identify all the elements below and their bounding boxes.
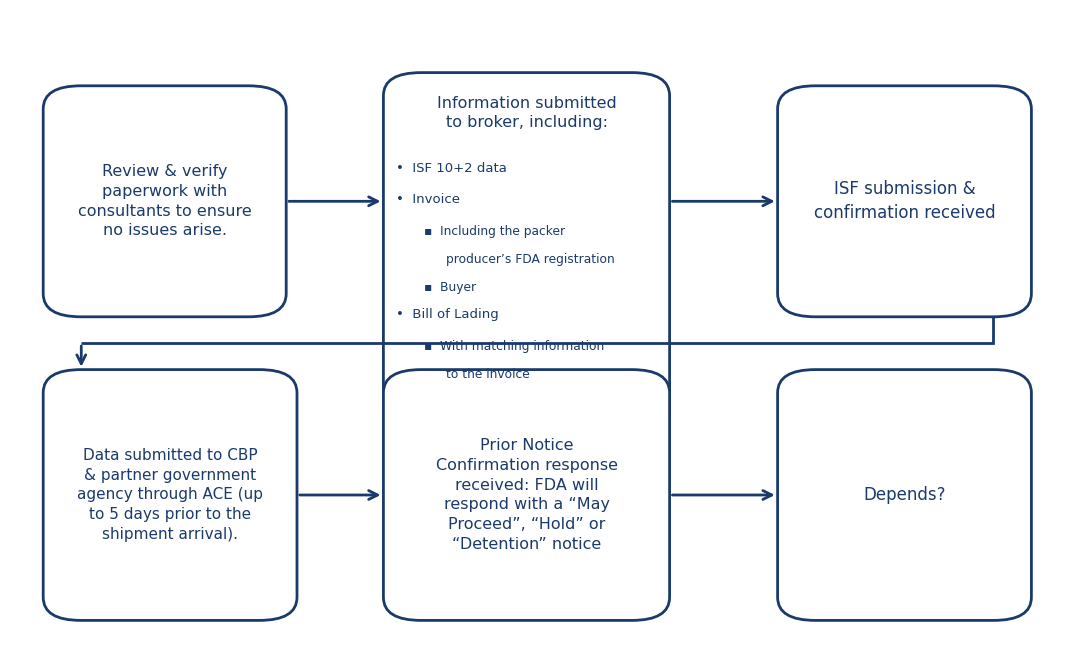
- Text: producer’s FDA registration: producer’s FDA registration: [446, 253, 615, 266]
- FancyBboxPatch shape: [43, 86, 286, 317]
- FancyBboxPatch shape: [778, 86, 1031, 317]
- Text: •  Bill of Lading: • Bill of Lading: [396, 308, 499, 321]
- Text: ISF submission &
confirmation received: ISF submission & confirmation received: [813, 180, 996, 222]
- Text: Depends?: Depends?: [863, 486, 946, 504]
- Text: ▪  With matching information: ▪ With matching information: [424, 340, 605, 353]
- Text: to the invoice: to the invoice: [446, 368, 530, 381]
- Text: ▪  Including the packer: ▪ Including the packer: [424, 225, 566, 238]
- FancyBboxPatch shape: [778, 370, 1031, 620]
- FancyBboxPatch shape: [383, 370, 670, 620]
- FancyBboxPatch shape: [43, 370, 297, 620]
- Text: •  ISF 10+2 data: • ISF 10+2 data: [396, 162, 508, 175]
- FancyBboxPatch shape: [383, 73, 670, 429]
- Text: •  Invoice: • Invoice: [396, 193, 460, 207]
- Text: ▪  Buyer: ▪ Buyer: [424, 280, 476, 294]
- Text: Information submitted
to broker, including:: Information submitted to broker, includi…: [436, 96, 617, 131]
- Text: Data submitted to CBP
& partner government
agency through ACE (up
to 5 days prio: Data submitted to CBP & partner governme…: [77, 448, 264, 542]
- Text: Review & verify
paperwork with
consultants to ensure
no issues arise.: Review & verify paperwork with consultan…: [78, 164, 252, 238]
- Text: Prior Notice
Confirmation response
received: FDA will
respond with a “May
Procee: Prior Notice Confirmation response recei…: [435, 438, 618, 552]
